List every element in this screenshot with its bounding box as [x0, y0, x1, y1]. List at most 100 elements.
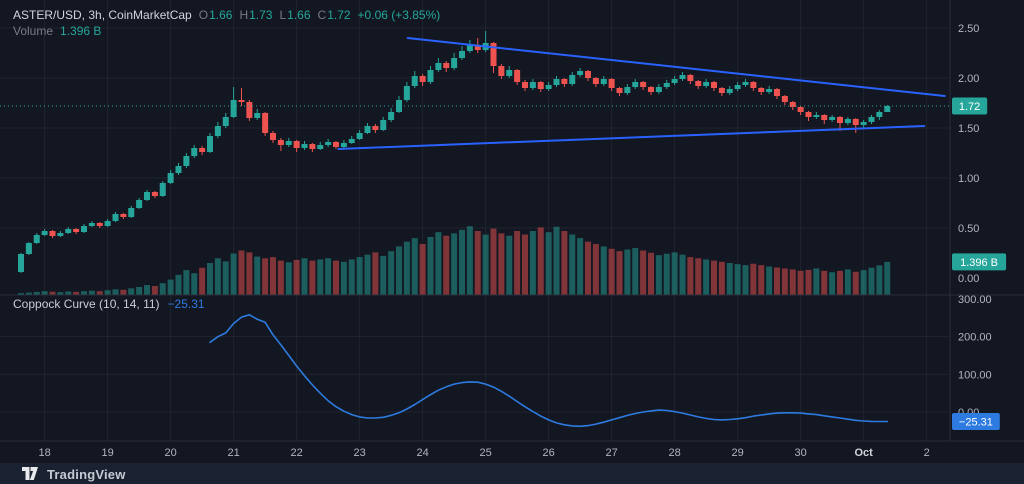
volume-bar	[490, 228, 497, 295]
candle-body	[356, 133, 363, 139]
candle-body	[419, 76, 426, 82]
volume-bar	[498, 233, 505, 295]
volume-bar	[136, 286, 143, 295]
volume-bar	[703, 259, 710, 295]
time-tick-label: 29	[732, 447, 744, 459]
candle-body	[285, 141, 292, 145]
candle-body	[380, 120, 387, 130]
candle-body	[340, 143, 347, 147]
open-label: O	[198, 7, 209, 22]
candle-body	[522, 82, 528, 88]
trendline-drawing[interactable]	[406, 37, 946, 97]
volume-bar	[624, 249, 631, 295]
volume-bar	[734, 264, 741, 295]
candle-body	[506, 70, 513, 76]
volume-bar	[648, 252, 654, 295]
volume-bar	[758, 265, 765, 295]
volume-bar	[317, 259, 324, 295]
volume-bar	[537, 227, 544, 295]
candle-body	[270, 133, 276, 140]
candle-body	[230, 100, 237, 117]
volume-bar	[766, 266, 773, 295]
volume-bar	[222, 261, 229, 295]
candle-body	[191, 148, 198, 156]
volume-bar	[876, 265, 883, 295]
high-label: H	[239, 7, 249, 22]
candle-body	[372, 126, 379, 130]
attribution-bar: TradingView	[0, 463, 1024, 484]
candle-body	[254, 113, 261, 118]
volume-bar	[285, 262, 292, 295]
candle-body	[742, 82, 749, 85]
candle-body	[207, 136, 213, 152]
candle-body	[175, 166, 182, 173]
time-axis[interactable]	[0, 441, 1024, 463]
volume-bar	[396, 246, 402, 295]
candle-body	[671, 79, 678, 83]
volume-bar	[348, 259, 355, 295]
volume-bar	[88, 290, 95, 295]
volume-bar	[301, 258, 308, 295]
time-tick-label: 20	[165, 447, 177, 459]
volume-bar	[829, 272, 836, 295]
ohlc-high: H 1.73	[239, 8, 272, 23]
volume-bar	[325, 258, 332, 295]
open-value: 1.66	[209, 7, 233, 22]
symbol-legend-row: ASTER/USD, 3h, CoinMarketCap O 1.66 H 1.…	[13, 7, 440, 23]
candle-body	[648, 87, 654, 92]
volume-bar	[884, 261, 891, 295]
candle-body	[679, 75, 686, 79]
indicator-value: −25.31	[167, 297, 205, 311]
volume-bar	[175, 274, 182, 295]
candle-body	[451, 58, 458, 68]
candle-body	[277, 140, 284, 145]
candle-body	[65, 229, 72, 233]
candle-body	[112, 214, 119, 221]
candle-body	[128, 208, 135, 217]
volume-bar	[585, 241, 591, 295]
time-tick-label: 18	[39, 447, 51, 459]
volume-bar	[183, 270, 190, 295]
candle-body	[293, 141, 300, 148]
candle-body	[490, 43, 497, 66]
candle-body	[136, 200, 143, 208]
volume-bar	[600, 246, 607, 295]
price-tick-label: 1.00	[958, 173, 979, 185]
tradingview-brand[interactable]: TradingView	[47, 466, 126, 482]
high-value: 1.73	[249, 7, 273, 22]
candle-body	[577, 71, 584, 75]
trendline-drawing[interactable]	[337, 125, 926, 150]
volume-bar	[191, 273, 198, 295]
chart-legend: ASTER/USD, 3h, CoinMarketCap O 1.66 H 1.…	[13, 7, 440, 39]
candle-body	[199, 148, 206, 152]
indicator-badge-label: −25.31	[959, 417, 993, 429]
indicator-title[interactable]: Coppock Curve (10, 14, 11)	[13, 297, 160, 311]
ohlc-open: O 1.66	[199, 8, 233, 23]
price-tick-label: 2.50	[958, 23, 979, 35]
volume-bar	[364, 254, 371, 295]
volume-bar	[592, 244, 599, 295]
indicator-tick-label: 300.00	[958, 294, 992, 306]
volume-bar	[774, 267, 780, 295]
candle-body	[687, 75, 694, 81]
volume-bar	[18, 293, 24, 295]
time-tick-label: 25	[480, 447, 492, 459]
volume-bar	[419, 244, 426, 295]
volume-bar	[852, 271, 859, 295]
candle-body	[514, 70, 521, 82]
candle-body	[718, 88, 725, 93]
symbol-title[interactable]: ASTER/USD, 3h, CoinMarketCap	[13, 7, 192, 22]
candle-body	[443, 63, 450, 68]
volume-bar	[506, 235, 513, 295]
price-axis[interactable]	[950, 0, 1024, 441]
candle-body	[498, 66, 505, 76]
volume-bar	[33, 291, 40, 295]
time-tick-label: Oct	[854, 447, 873, 459]
candle-body	[844, 119, 851, 123]
candle-body	[750, 82, 757, 88]
volume-bar	[380, 255, 387, 295]
volume-bar	[254, 256, 261, 295]
volume-bar	[750, 263, 757, 295]
indicator-badge	[952, 413, 1000, 431]
